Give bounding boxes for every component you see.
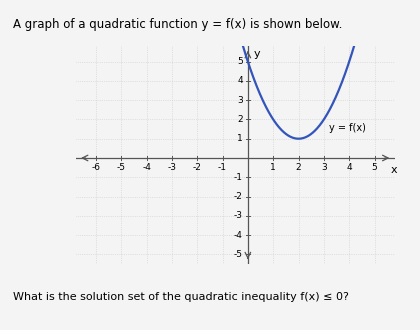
Text: -3: -3: [167, 163, 176, 172]
Text: 2: 2: [296, 163, 301, 172]
Text: 3: 3: [237, 96, 243, 105]
Text: -5: -5: [234, 250, 243, 259]
Text: -4: -4: [142, 163, 151, 172]
Text: -6: -6: [92, 163, 100, 172]
Text: 4: 4: [346, 163, 352, 172]
Text: -5: -5: [117, 163, 126, 172]
Text: -3: -3: [234, 211, 243, 220]
Text: 5: 5: [237, 57, 243, 66]
Text: 1: 1: [270, 163, 276, 172]
Text: -2: -2: [193, 163, 202, 172]
Text: x: x: [390, 165, 397, 175]
Text: 2: 2: [237, 115, 243, 124]
Text: 1: 1: [237, 134, 243, 143]
Text: -1: -1: [218, 163, 227, 172]
Text: 3: 3: [321, 163, 327, 172]
Text: 5: 5: [372, 163, 378, 172]
Text: y: y: [253, 49, 260, 59]
Text: y = f(x): y = f(x): [329, 123, 366, 133]
Text: What is the solution set of the quadratic inequality f(x) ≤ 0?: What is the solution set of the quadrati…: [13, 292, 349, 302]
Text: -4: -4: [234, 231, 243, 240]
Text: -2: -2: [234, 192, 243, 201]
Text: A graph of a quadratic function y = f(x) is shown below.: A graph of a quadratic function y = f(x)…: [13, 18, 342, 31]
Text: -1: -1: [234, 173, 243, 182]
Text: 4: 4: [237, 76, 243, 85]
